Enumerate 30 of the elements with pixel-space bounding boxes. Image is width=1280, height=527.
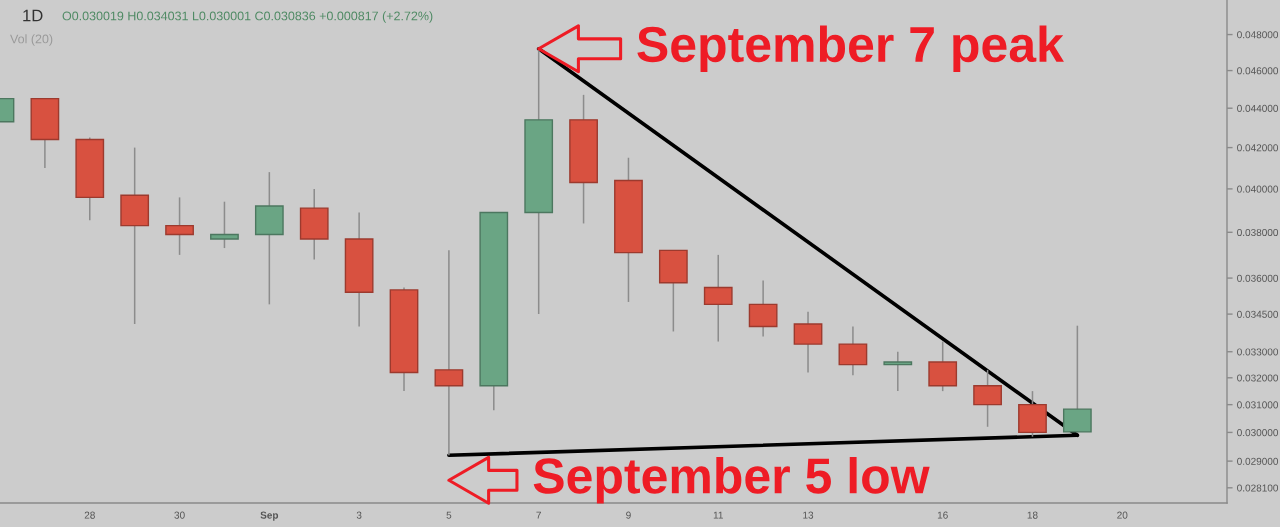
y-tick-label: 0.032000	[1237, 374, 1279, 382]
y-tick-label: 0.030000	[1237, 429, 1279, 437]
y-tick-label: 0.031000	[1237, 401, 1279, 409]
x-tick-label: 3	[356, 511, 362, 519]
x-tick-label: Sep	[260, 511, 279, 521]
x-tick-label: 30	[174, 511, 185, 519]
x-tick-label: 9	[626, 511, 631, 519]
y-tick-label: 0.033000	[1237, 348, 1279, 356]
y-tick-label: 0.038000	[1237, 228, 1279, 237]
y-tick-label: 0.042000	[1237, 144, 1279, 152]
y-tick-label: 0.040000	[1237, 185, 1279, 193]
annotation: September 5 low	[533, 456, 930, 504]
y-tick-label: 0.044000	[1237, 104, 1279, 112]
x-tick-label: 20	[1117, 511, 1128, 519]
y-tick-label: 0.034500	[1237, 310, 1279, 318]
y-tick-label: 0.046000	[1237, 67, 1279, 75]
text: O0.030019 H0.034031 L0.030001 C0.030836 +0.000817 (+2.72%)	[62, 11, 433, 23]
x-tick-label: 28	[84, 511, 95, 519]
x-tick-label: 11	[713, 511, 723, 519]
x-tick-label: 18	[1027, 511, 1038, 519]
annotation: September 7 peak	[637, 25, 1064, 73]
chart-title: 1D	[23, 9, 43, 22]
x-tick-label: 13	[803, 511, 814, 519]
x-tick-label: 5	[446, 511, 452, 519]
y-tick-label: 0.029000	[1237, 457, 1279, 465]
x-tick-label: 7	[536, 511, 541, 519]
y-tick-label: 0.036000	[1237, 274, 1279, 282]
y-tick-label: 0.028100	[1237, 484, 1279, 492]
y-tick-label: 0.048000	[1237, 31, 1279, 39]
x-tick-label: 16	[937, 511, 948, 519]
